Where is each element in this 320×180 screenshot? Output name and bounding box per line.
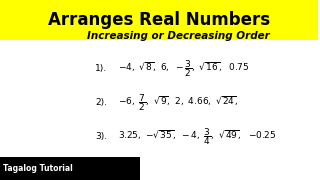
- FancyBboxPatch shape: [0, 157, 140, 180]
- Text: $-6,\ \dfrac{7}{2},\ \sqrt{9},\ 2,\ 4.66,\ \sqrt{24},$: $-6,\ \dfrac{7}{2},\ \sqrt{9},\ 2,\ 4.66…: [117, 92, 238, 113]
- Text: $3.25,\ {-}\sqrt{35},\ -4,\ \dfrac{3}{4},\ \sqrt{49},\ \ {-0.25}$: $3.25,\ {-}\sqrt{35},\ -4,\ \dfrac{3}{4}…: [117, 126, 276, 147]
- Text: 2).: 2).: [95, 98, 107, 107]
- Text: $-4,\ \sqrt{8},\ 6,\ -\dfrac{3}{2},\ \sqrt{16},\ \ 0.75$: $-4,\ \sqrt{8},\ 6,\ -\dfrac{3}{2},\ \sq…: [117, 58, 249, 79]
- Text: 3).: 3).: [95, 132, 108, 141]
- Text: Arranges Real Numbers: Arranges Real Numbers: [48, 11, 270, 29]
- Text: Increasing or Decreasing Order: Increasing or Decreasing Order: [86, 31, 269, 41]
- FancyBboxPatch shape: [0, 0, 318, 40]
- Text: 1).: 1).: [95, 64, 108, 73]
- Text: Tagalog Tutorial: Tagalog Tutorial: [3, 164, 73, 173]
